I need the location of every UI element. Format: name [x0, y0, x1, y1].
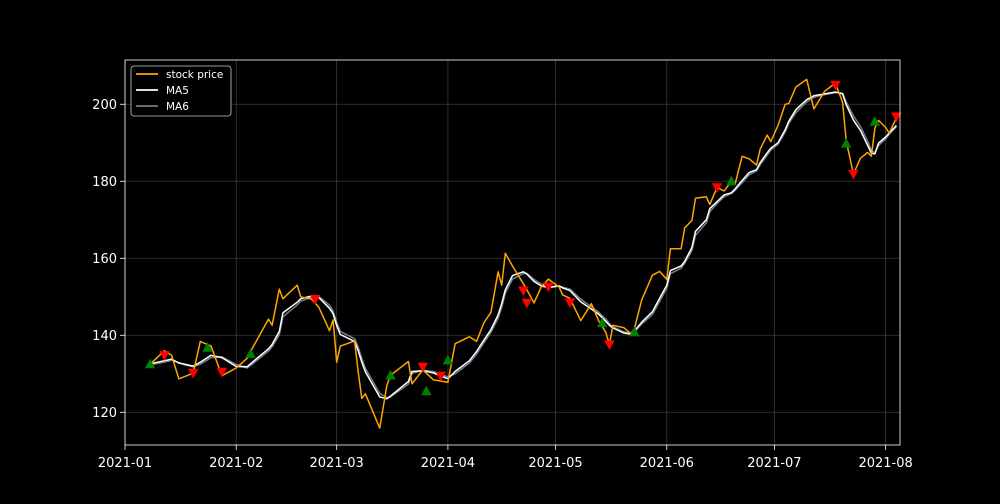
plot-frame [124, 59, 901, 446]
legend-label: stock price [166, 69, 223, 81]
y-tick-label: 160 [92, 252, 117, 267]
x-tick-label: 2021-08 [858, 456, 912, 471]
sell-signal-marker [543, 282, 554, 293]
sell-signal-marker [187, 368, 199, 379]
buy-signal-marker [442, 354, 454, 365]
sell-signal-marker [711, 183, 723, 193]
x-tick-label: 2021-01 [98, 456, 152, 471]
series-group [149, 78, 898, 429]
buy-signal-marker [421, 385, 432, 396]
sell-signal-marker [891, 112, 902, 123]
signal-markers [144, 80, 902, 396]
legend-label: MA5 [166, 85, 189, 97]
x-tick-label: 2021-03 [310, 456, 364, 471]
buy-signal-marker [726, 175, 737, 186]
series-line-stock-price [149, 78, 898, 429]
sell-signal-marker [830, 80, 841, 91]
buy-signal-marker [202, 342, 213, 352]
x-tick-label: 2021-04 [421, 456, 475, 471]
sell-signal-marker [417, 362, 429, 373]
legend-box [130, 65, 232, 117]
sell-signal-marker [848, 169, 859, 180]
series-line-ma5 [149, 91, 897, 400]
buy-signal-marker [596, 317, 608, 328]
x-tick-label: 2021-06 [640, 456, 694, 471]
y-tick-label: 140 [92, 329, 117, 344]
y-tick-label: 180 [92, 175, 117, 190]
y-tick-label: 200 [92, 98, 117, 113]
sell-signal-marker [216, 367, 228, 378]
sell-signal-marker [518, 286, 529, 297]
axes: 2021-01 2021-02 2021-03 2021-04 2021-05 2021-… [92, 98, 913, 471]
buy-signal-marker [869, 116, 881, 126]
sell-signal-marker [309, 294, 321, 305]
buy-signal-marker [245, 348, 256, 358]
sell-signal-marker [564, 298, 576, 309]
sell-signal-marker [435, 371, 446, 382]
x-tick-label: 2021-05 [528, 456, 582, 471]
x-tick-label: 2021-02 [209, 456, 263, 471]
legend: stock price MA5 MA6 [130, 65, 232, 117]
y-tick-label: 120 [92, 406, 117, 421]
buy-signal-marker [840, 138, 852, 148]
buy-signal-marker [385, 369, 396, 380]
legend-label: MA6 [166, 101, 189, 113]
x-tick-label: 2021-07 [747, 456, 801, 471]
sell-signal-marker [604, 340, 615, 351]
grid [124, 60, 900, 445]
buy-signal-marker [629, 326, 640, 337]
sell-signal-marker [521, 298, 533, 309]
buy-signal-marker [144, 358, 156, 369]
sell-signal-marker [159, 351, 170, 361]
